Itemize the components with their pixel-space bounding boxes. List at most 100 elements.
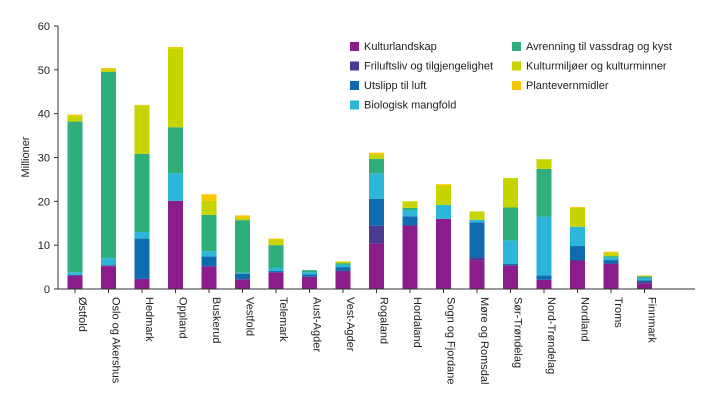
bar-segment: [335, 267, 351, 271]
bar-segment: [101, 72, 116, 259]
x-tick-label: Østfold: [76, 297, 88, 332]
x-tick-label: Møre og Romsdal: [478, 297, 490, 384]
bar-segment: [603, 256, 619, 258]
bar-segment: [570, 207, 585, 208]
bar-segment: [570, 260, 585, 289]
y-tick-label: 30: [38, 153, 50, 165]
bar-segment: [637, 280, 652, 282]
x-tick-label: Nordland: [579, 297, 591, 342]
bar-segment: [134, 232, 150, 239]
bar-segment: [402, 225, 418, 289]
bar-segment: [201, 266, 217, 289]
bar-segment: [101, 68, 116, 70]
legend-label: Plantevernmidler: [526, 80, 609, 92]
y-tick-label: 50: [38, 65, 50, 77]
bar-segment: [67, 272, 83, 275]
y-tick-label: 40: [38, 109, 50, 121]
bar-segment: [369, 173, 384, 199]
bar-segment: [503, 240, 518, 265]
legend-swatch: [512, 81, 521, 90]
bar-segment: [436, 218, 451, 289]
x-tick-label: Vest-Agder: [344, 297, 356, 352]
bar-segment: [201, 256, 217, 267]
bar-segment: [436, 184, 451, 186]
y-tick-label: 10: [38, 240, 50, 252]
x-tick-label: Sogn og Fjordane: [445, 297, 457, 384]
bar-segment: [101, 258, 116, 266]
bar-segment: [235, 273, 250, 280]
bar-segment: [302, 276, 317, 289]
x-tick-label: Troms: [612, 297, 624, 328]
bar-segment: [134, 105, 150, 154]
bar-segment: [101, 69, 116, 73]
bar-segment: [603, 263, 619, 289]
y-tick-label: 20: [38, 196, 50, 208]
bar-segment: [402, 207, 418, 211]
x-tick-label: Sør-Trøndelag: [512, 297, 524, 368]
bar-segment: [335, 271, 351, 289]
legend-label: Biologisk mangfold: [364, 100, 456, 112]
bar-segment: [235, 279, 250, 289]
bar-segment: [134, 153, 150, 233]
bar-segment: [201, 194, 217, 201]
x-tick-label: Buskerud: [210, 297, 222, 343]
bar-segment: [369, 152, 384, 155]
bar-segment: [436, 204, 451, 219]
bar-segment: [268, 245, 284, 268]
bar-segment: [603, 260, 619, 264]
bar-segment: [503, 207, 518, 241]
bar-segment: [201, 251, 217, 257]
x-tick-label: Rogaland: [378, 297, 390, 344]
bar-segment: [570, 226, 585, 247]
legend-label: Avrenning til vassdrag og kyst: [526, 41, 672, 53]
y-tick-label: 60: [38, 21, 50, 33]
bar-segment: [168, 47, 183, 49]
legend-swatch: [512, 61, 521, 71]
x-tick-label: Aust-Agder: [311, 297, 323, 352]
bar-segment: [168, 48, 183, 128]
bar-segment: [67, 275, 83, 289]
bar-segment: [335, 261, 351, 264]
legend-swatch: [350, 61, 359, 71]
bar-segment: [637, 283, 652, 289]
bar-segment: [603, 257, 619, 261]
bar-segment: [402, 216, 418, 226]
bar-segment: [503, 265, 518, 289]
bar-segment: [235, 217, 250, 221]
legend-swatch: [512, 42, 521, 51]
legend-swatch: [350, 81, 359, 90]
x-tick-label: Hordaland: [411, 297, 423, 348]
bar-segment: [570, 207, 585, 227]
bar-segment: [503, 264, 518, 266]
bar-segment: [369, 158, 384, 174]
bar-segment: [268, 272, 284, 289]
bar-segment: [302, 270, 317, 273]
bar-segment: [67, 274, 83, 276]
bar-segment: [335, 263, 351, 265]
x-tick-label: Hedmark: [143, 297, 155, 342]
bar-segment: [201, 214, 217, 252]
bar-segment: [402, 210, 418, 217]
bar-segment: [603, 251, 619, 254]
bar-segment: [637, 278, 652, 281]
bar-segment: [268, 267, 284, 272]
bar-segment: [335, 264, 351, 268]
bar-segment: [101, 265, 116, 267]
bar-segment: [67, 114, 83, 116]
bar-segment: [436, 185, 451, 205]
bar-segment: [134, 104, 150, 106]
bar-segment: [268, 271, 284, 273]
bar-segment: [134, 278, 150, 289]
bar-segment: [168, 127, 183, 174]
bar-segment: [469, 257, 485, 261]
bar-segment: [536, 168, 552, 217]
bar-segment: [67, 115, 83, 122]
legend-swatch: [350, 100, 359, 110]
bar-segment: [603, 253, 619, 257]
bar-segment: [637, 275, 652, 277]
bar-segment: [469, 260, 485, 289]
bar-segment: [503, 178, 518, 208]
bar-segment: [536, 159, 552, 169]
x-tick-label: Telemark: [277, 297, 289, 342]
